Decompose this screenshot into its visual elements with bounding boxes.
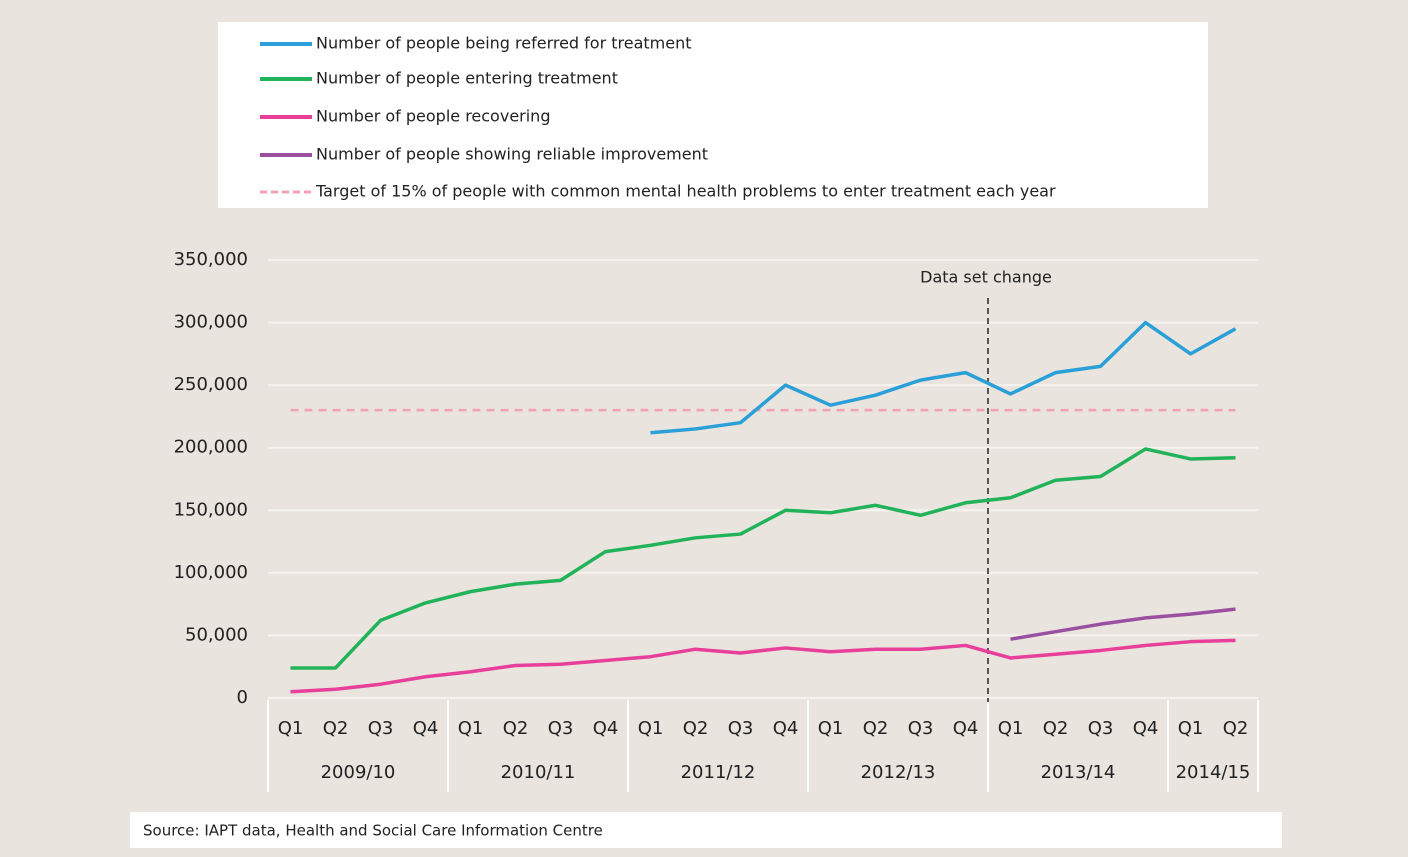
x-tick-label: Q2 — [1043, 718, 1069, 739]
x-tick-label: Q3 — [908, 718, 934, 739]
x-tick-label: Q4 — [773, 718, 799, 739]
x-tick-label: Q2 — [323, 718, 349, 739]
y-tick-label: 200,000 — [174, 437, 248, 458]
y-tick-label: 250,000 — [174, 374, 248, 395]
x-tick-label: Q2 — [1223, 718, 1249, 739]
annotation: Data set change — [920, 268, 1052, 287]
x-tick-label: Q2 — [683, 718, 709, 739]
x-tick-label: Q3 — [1088, 718, 1114, 739]
x-tick-label: Q1 — [1178, 718, 1204, 739]
source-box — [130, 812, 1282, 848]
x-tick-label: Q3 — [368, 718, 394, 739]
source: Source: IAPT data, Health and Social Car… — [143, 822, 603, 840]
x-tick-label: Q4 — [1133, 718, 1159, 739]
series-line — [1010, 607, 1236, 641]
y-tick-label: 300,000 — [174, 312, 248, 333]
series-line — [290, 447, 1236, 670]
legend-label: Number of people showing reliable improv… — [316, 145, 708, 164]
x-tick-label: Q4 — [953, 718, 979, 739]
x-tick-label: Q1 — [638, 718, 664, 739]
year-label: 2010/11 — [501, 762, 576, 783]
y-tick-label: 0 — [237, 687, 248, 708]
x-tick-label: Q1 — [998, 718, 1024, 739]
x-tick-label: Q3 — [728, 718, 754, 739]
x-tick-label: Q1 — [458, 718, 484, 739]
year-label: 2009/10 — [321, 762, 396, 783]
x-tick-label: Q4 — [593, 718, 619, 739]
legend-box — [218, 22, 1208, 208]
series-line — [290, 638, 1236, 694]
x-tick-label: Q1 — [278, 718, 304, 739]
series-line — [650, 320, 1237, 435]
year-label: 2012/13 — [861, 762, 936, 783]
y-tick-label: 150,000 — [174, 499, 248, 520]
year-label: 2011/12 — [681, 762, 756, 783]
x-tick-label: Q4 — [413, 718, 439, 739]
year-label: 2013/14 — [1041, 762, 1116, 783]
y-tick-label: 350,000 — [174, 249, 248, 270]
legend-label: Number of people being referred for trea… — [316, 34, 692, 53]
x-tick-label: Q3 — [548, 718, 574, 739]
x-tick-label: Q1 — [818, 718, 844, 739]
y-tick-label: 50,000 — [185, 624, 248, 645]
y-tick-label: 100,000 — [174, 562, 248, 583]
year-label: 2014/15 — [1176, 762, 1251, 783]
legend-label: Target of 15% of people with common ment… — [315, 182, 1056, 201]
legend-label: Number of people recovering — [316, 107, 550, 126]
x-tick-label: Q2 — [503, 718, 529, 739]
legend-label: Number of people entering treatment — [316, 69, 618, 88]
x-tick-label: Q2 — [863, 718, 889, 739]
